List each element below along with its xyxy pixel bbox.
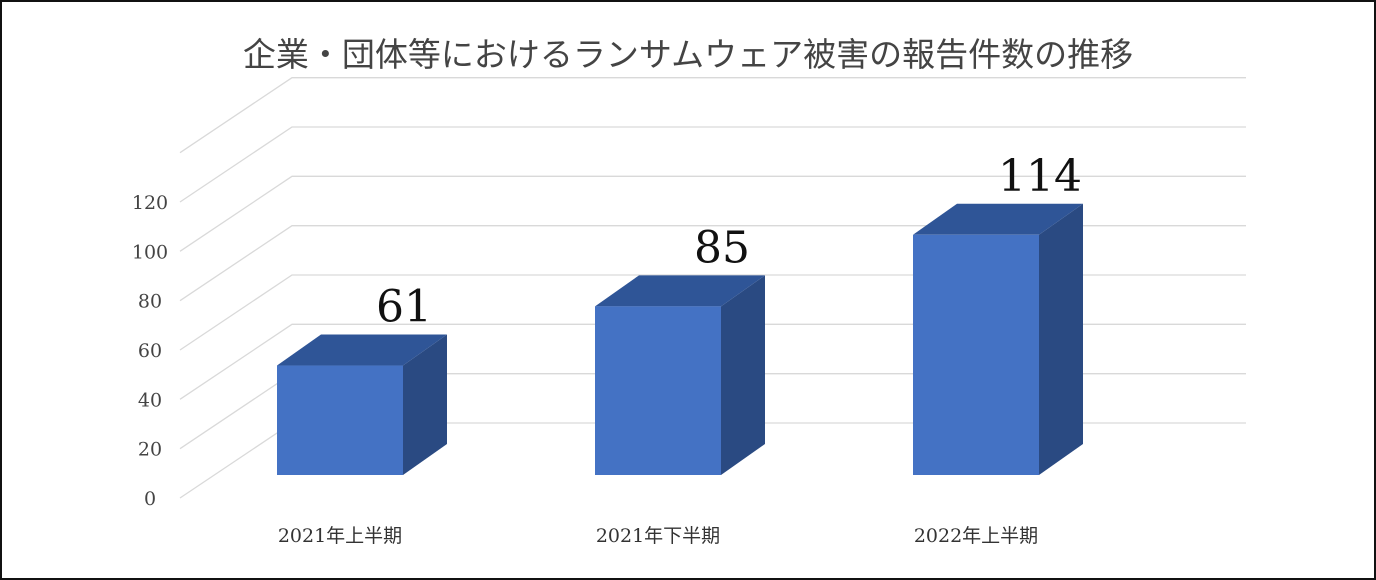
bar bbox=[595, 275, 765, 475]
data-label: 85 bbox=[694, 222, 750, 273]
bar bbox=[913, 203, 1083, 476]
bar-side bbox=[721, 275, 765, 475]
bar-front bbox=[913, 234, 1039, 475]
bar-front bbox=[595, 306, 721, 475]
x-axis-categories: 2021年上半期 2021年下半期 2022年上半期 bbox=[278, 525, 1038, 547]
bar bbox=[277, 334, 447, 475]
y-tick-label: 120 bbox=[132, 192, 168, 214]
y-tick-label: 60 bbox=[138, 340, 162, 362]
bar-side bbox=[1039, 203, 1083, 476]
data-labels: 61 85 114 bbox=[376, 151, 1082, 333]
bar-top bbox=[277, 334, 447, 366]
bar-top bbox=[595, 275, 765, 307]
y-tick-label: 80 bbox=[138, 291, 162, 313]
bar-front bbox=[277, 365, 403, 475]
y-tick-label: 20 bbox=[138, 439, 162, 461]
gridline bbox=[179, 126, 1246, 203]
y-tick-label: 40 bbox=[138, 389, 162, 411]
bars bbox=[277, 203, 1083, 476]
data-label: 114 bbox=[998, 151, 1082, 202]
chart-title: 企業・団体等におけるランサムウェア被害の報告件数の推移 bbox=[243, 35, 1133, 74]
bar-top bbox=[913, 203, 1083, 235]
x-category-label: 2022年上半期 bbox=[914, 525, 1038, 547]
y-axis-ticks: 0 20 40 60 80 100 120 bbox=[132, 192, 168, 510]
gridlines bbox=[179, 77, 1246, 499]
y-tick-label: 100 bbox=[132, 241, 168, 263]
gridline bbox=[179, 175, 1246, 252]
data-label: 61 bbox=[376, 282, 432, 333]
bar-side bbox=[403, 334, 447, 475]
x-category-label: 2021年上半期 bbox=[278, 525, 402, 547]
y-tick-label: 0 bbox=[144, 488, 156, 510]
x-category-label: 2021年下半期 bbox=[596, 525, 720, 547]
gridline bbox=[179, 77, 1246, 154]
